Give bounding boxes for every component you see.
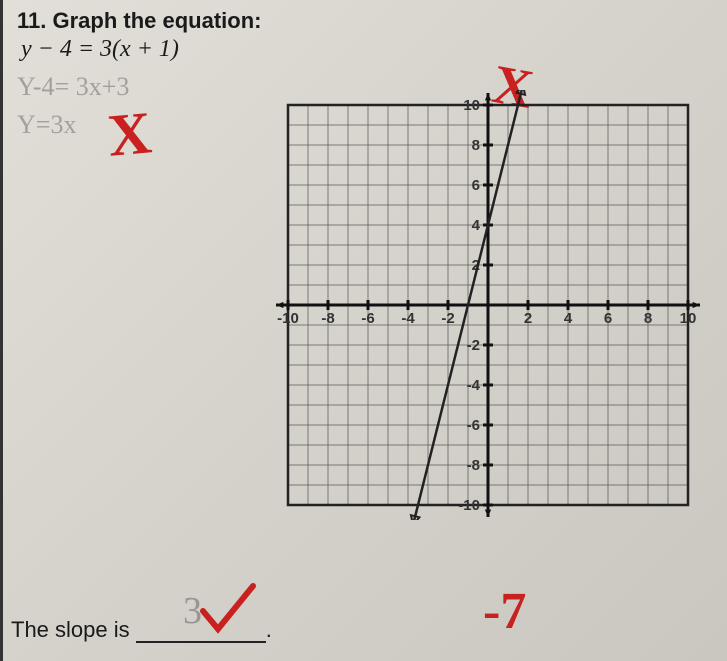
svg-text:8: 8 [644, 310, 652, 327]
svg-text:-8: -8 [467, 457, 480, 474]
student-work-line1: Y-4= 3x+3 [17, 72, 129, 102]
question-header: 11. Graph the equation: [17, 8, 262, 34]
question-number: 11. [17, 8, 46, 33]
svg-text:-6: -6 [361, 310, 374, 327]
svg-text:6: 6 [604, 310, 612, 327]
grading-score: -7 [483, 582, 526, 641]
coordinate-graph: -10-8-6-4-2246810-10-8-6-4-2246810 [273, 90, 703, 520]
svg-text:-8: -8 [321, 310, 334, 327]
svg-text:-6: -6 [467, 417, 480, 434]
equation-text: y − 4 = 3(x + 1) [21, 36, 179, 63]
svg-text:4: 4 [472, 217, 481, 234]
slope-label: The slope is [11, 617, 130, 642]
question-prompt: Graph the equation: [53, 8, 262, 33]
graph-svg: -10-8-6-4-2246810-10-8-6-4-2246810 [273, 90, 703, 520]
svg-text:10: 10 [463, 97, 480, 114]
slope-blank-line [136, 641, 266, 643]
svg-text:-10: -10 [277, 310, 299, 327]
svg-text:-4: -4 [467, 377, 481, 394]
svg-text:-4: -4 [401, 310, 415, 327]
grading-checkmark-icon [198, 581, 258, 641]
svg-text:-10: -10 [458, 497, 480, 514]
svg-text:6: 6 [472, 177, 480, 194]
svg-text:8: 8 [472, 137, 480, 154]
grading-x-mark-1: X [105, 98, 154, 171]
svg-text:4: 4 [564, 310, 573, 327]
worksheet-page: 11. Graph the equation: y − 4 = 3(x + 1)… [0, 0, 727, 661]
svg-text:-2: -2 [467, 337, 480, 354]
svg-text:-2: -2 [441, 310, 454, 327]
svg-text:10: 10 [680, 310, 697, 327]
svg-text:2: 2 [524, 310, 532, 327]
student-work-line2: Y=3x [17, 110, 76, 140]
